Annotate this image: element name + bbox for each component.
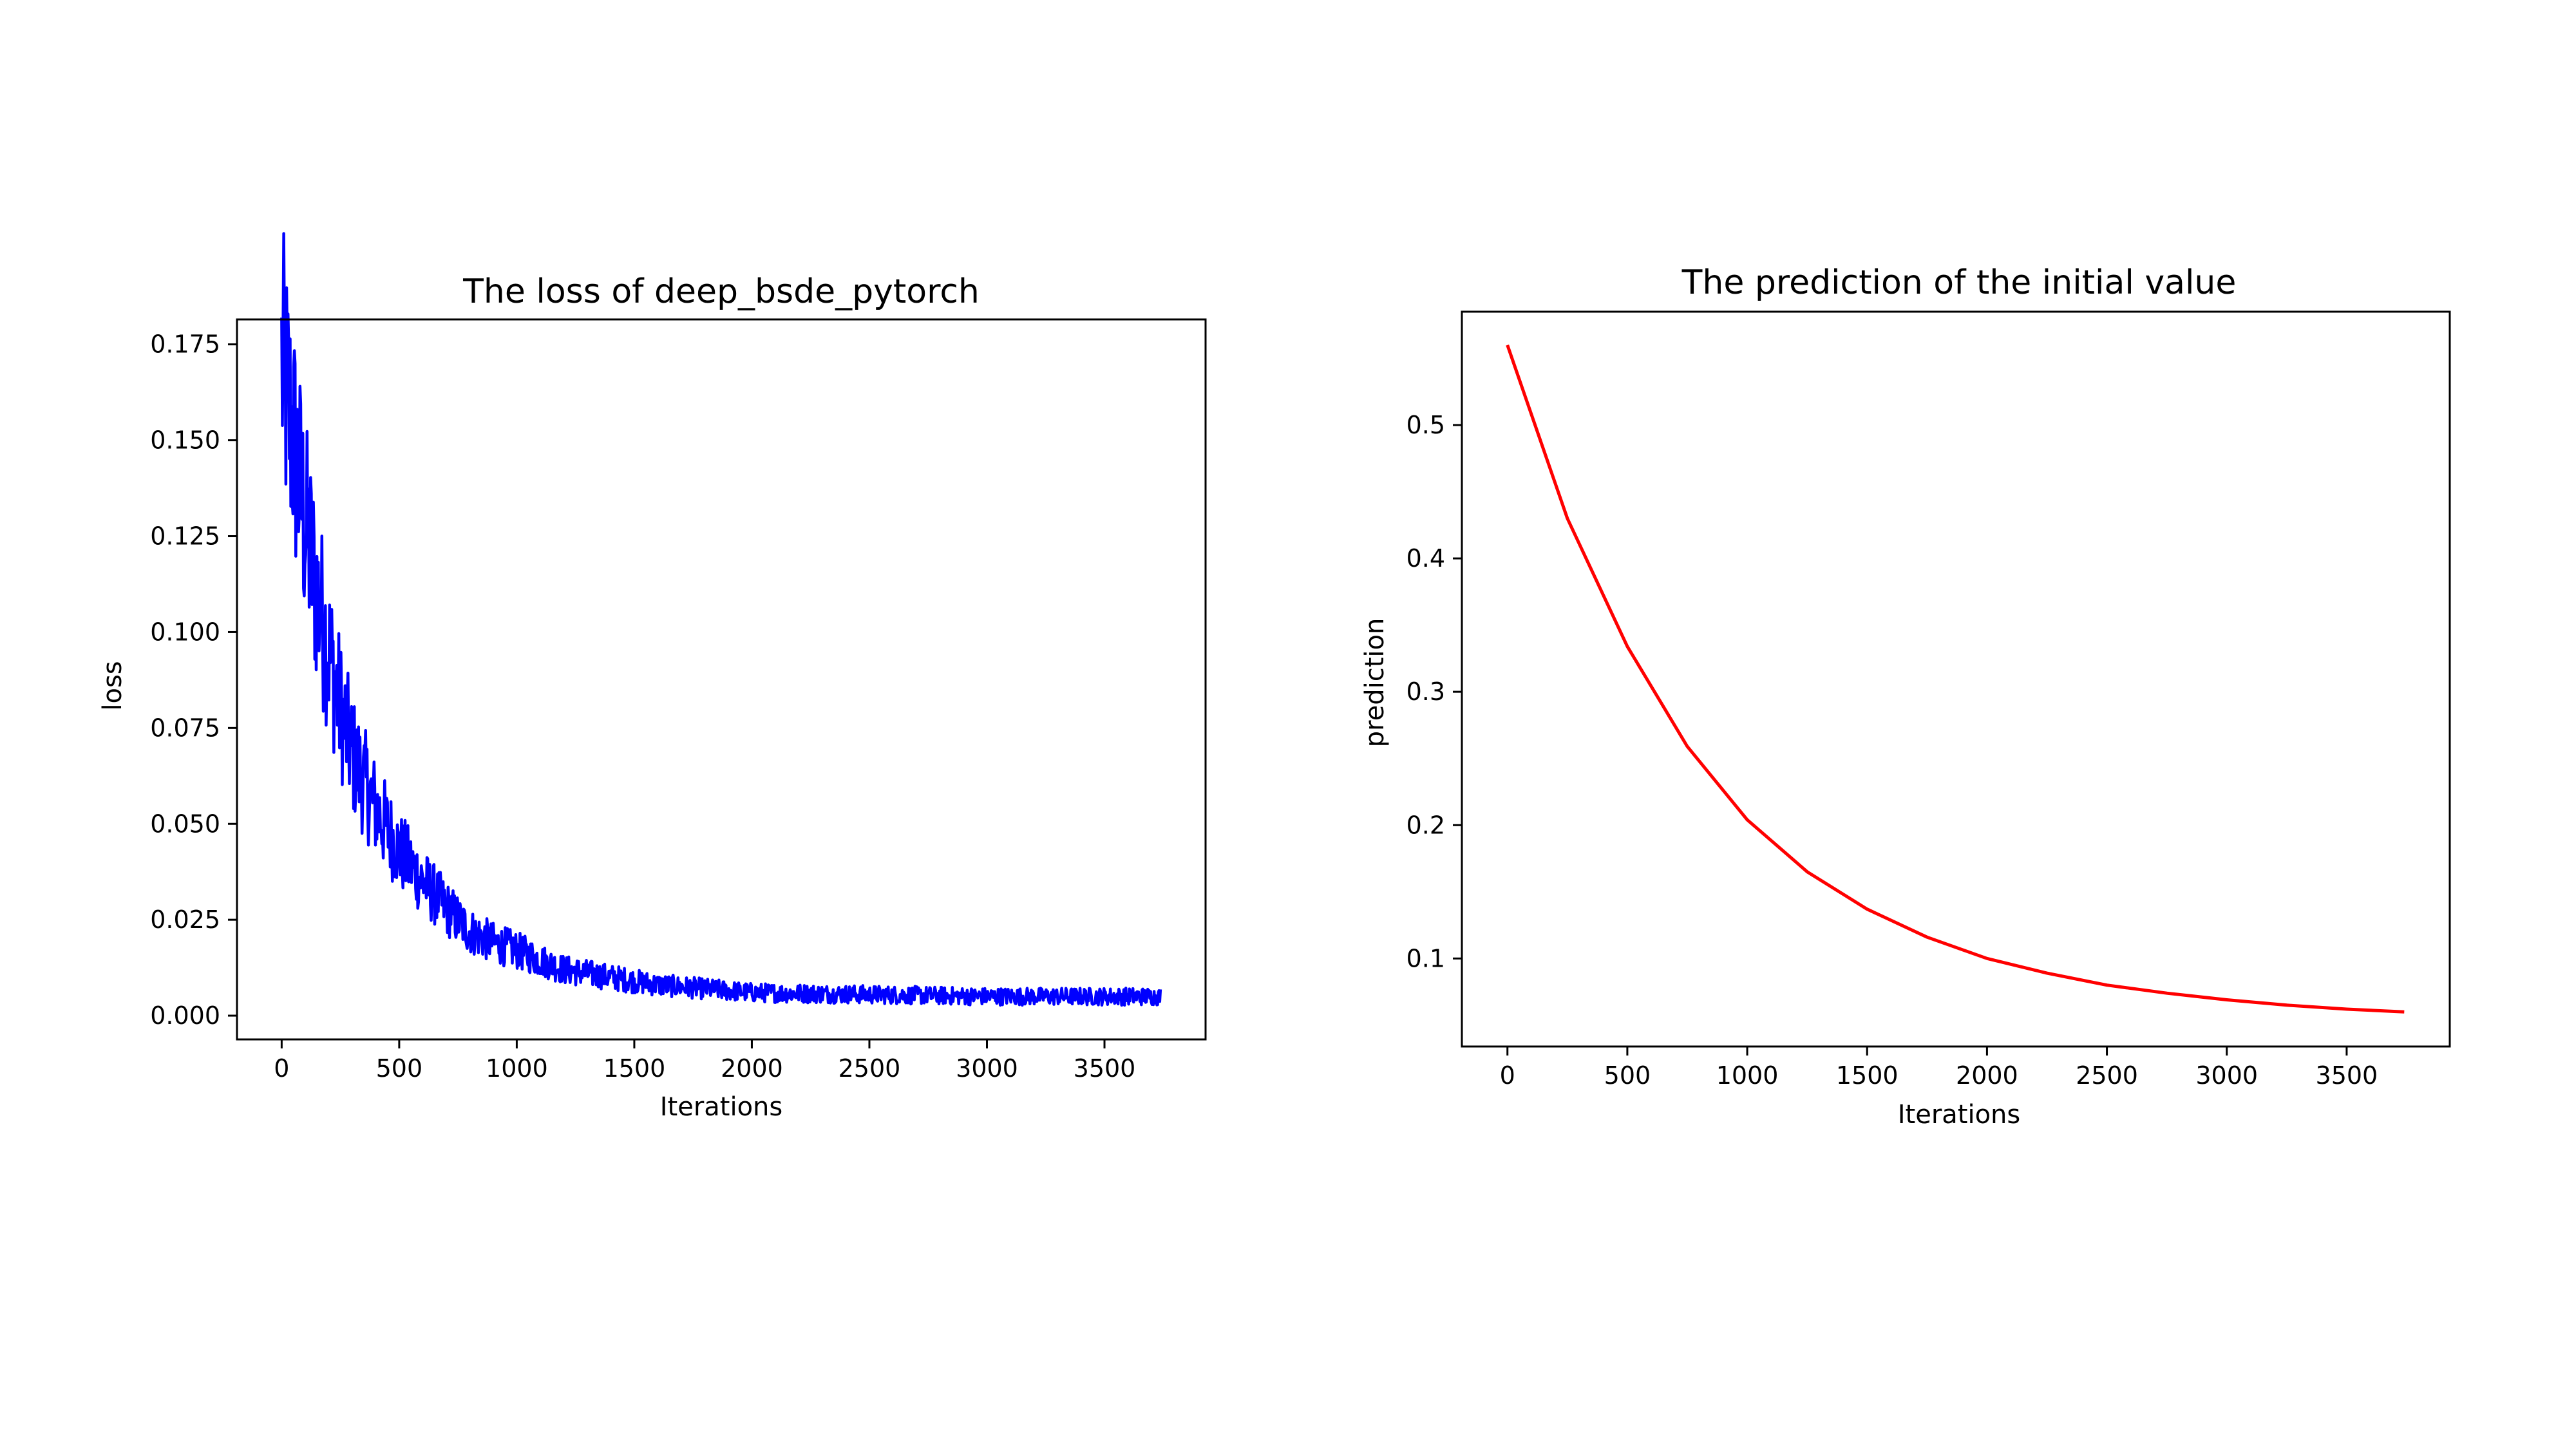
loss-chart-xlabel: Iterations — [660, 1092, 783, 1122]
prediction-chart-xlabel: Iterations — [1898, 1100, 2021, 1130]
loss-ytick-label: 0.150 — [150, 426, 220, 455]
loss-xtick-label: 3500 — [1074, 1054, 1136, 1083]
loss-ytick-label: 0.125 — [150, 522, 220, 551]
loss-ytick-label: 0.025 — [150, 905, 220, 934]
prediction-xtick-label: 1500 — [1836, 1061, 1899, 1090]
loss-axes-frame — [236, 318, 1207, 1041]
loss-ytick-label: 0.100 — [150, 618, 220, 646]
loss-chart-title: The loss of deep_bsde_pytorch — [462, 272, 980, 311]
prediction-ytick-label: 0.5 — [1406, 411, 1445, 439]
loss-series-line — [280, 232, 1162, 1007]
prediction-chart-ylabel: prediction — [1360, 618, 1390, 748]
prediction-chart-plot-area: 0 500 1000 1500 2000 2500 3000 3500 0.1 0.2 0.3 0.4… — [1406, 310, 2451, 1090]
loss-xtick-label: 2500 — [838, 1054, 901, 1083]
prediction-series-line — [1506, 344, 2405, 1014]
loss-chart-plot-area: 0 500 1000 1500 2000 2500 3000 3500 0.000 0.025 0.… — [150, 232, 1207, 1083]
loss-xtick-label: 3000 — [956, 1054, 1018, 1083]
loss-chart-ylabel: loss — [98, 661, 128, 710]
loss-xtick-label: 2000 — [721, 1054, 783, 1083]
loss-ytick-label: 0.075 — [150, 714, 220, 742]
prediction-xtick-label: 500 — [1604, 1061, 1651, 1090]
prediction-ytick-label: 0.1 — [1406, 944, 1445, 972]
prediction-xtick-label: 3000 — [2195, 1061, 2258, 1090]
prediction-ytick-label: 0.3 — [1406, 677, 1445, 706]
loss-ytick-label: 0.000 — [150, 1001, 220, 1030]
prediction-xtick-label: 3500 — [2316, 1061, 2378, 1090]
prediction-ytick-label: 0.2 — [1406, 811, 1445, 839]
prediction-chart-title: The prediction of the initial value — [1681, 263, 2237, 302]
loss-chart: The loss of deep_bsde_pytorch Iterations… — [98, 232, 1207, 1122]
prediction-xtick-label: 1000 — [1716, 1061, 1779, 1090]
prediction-axes-frame — [1461, 310, 2451, 1048]
prediction-xtick-label: 0 — [1500, 1061, 1515, 1090]
loss-xtick-label: 0 — [274, 1054, 289, 1083]
loss-xtick-label: 500 — [376, 1054, 423, 1083]
prediction-chart: The prediction of the initial value Iter… — [1360, 263, 2451, 1130]
prediction-xtick-label: 2000 — [1956, 1061, 2018, 1090]
prediction-xtick-label: 2500 — [2076, 1061, 2138, 1090]
loss-ytick-label: 0.050 — [150, 810, 220, 838]
loss-ytick-label: 0.175 — [150, 330, 220, 359]
loss-xtick-label: 1000 — [486, 1054, 548, 1083]
loss-xtick-label: 1500 — [603, 1054, 666, 1083]
prediction-ytick-label: 0.4 — [1406, 544, 1445, 573]
